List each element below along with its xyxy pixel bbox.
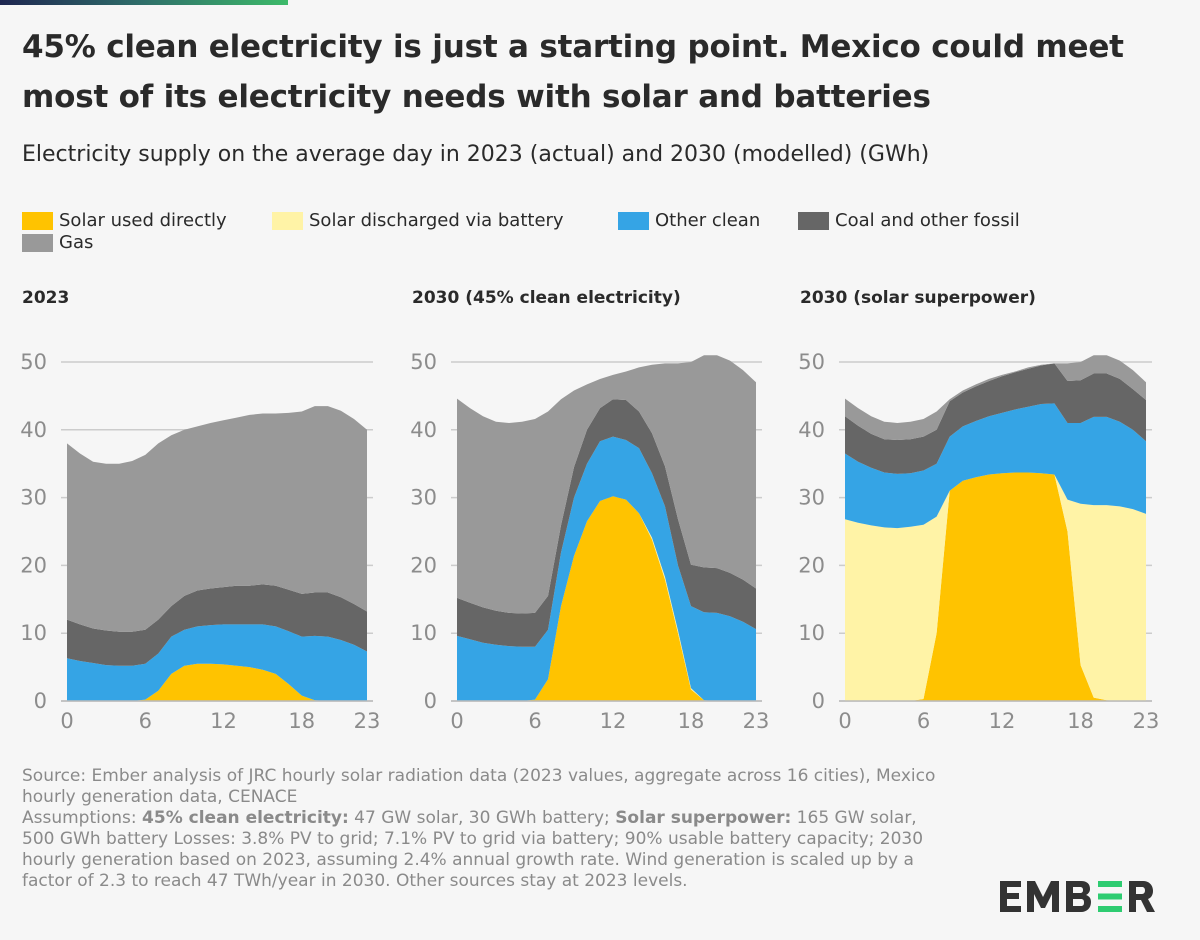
x-tick-label: 23 xyxy=(1133,709,1160,733)
y-tick-label: 10 xyxy=(798,621,825,645)
x-tick-label: 0 xyxy=(450,709,463,733)
y-tick-label: 20 xyxy=(798,553,825,577)
x-tick-label: 12 xyxy=(600,709,627,733)
scenario1-text: 47 GW solar, 30 GWh battery; xyxy=(348,808,616,828)
chart-subtitle: Electricity supply on the average day in… xyxy=(22,142,930,167)
legend-label: Gas xyxy=(59,232,94,253)
area-other-clean xyxy=(845,403,1146,529)
x-tick-label: 6 xyxy=(528,709,541,733)
x-tick-label: 6 xyxy=(139,709,152,733)
legend-label: Solar used directly xyxy=(59,210,227,231)
legend-label: Solar discharged via battery xyxy=(309,210,564,231)
area-coal-and-other-fossil xyxy=(457,399,756,647)
x-tick-label: 12 xyxy=(210,709,237,733)
area-solar-discharged-via-battery xyxy=(845,472,1146,701)
x-tick-label: 18 xyxy=(678,709,705,733)
legend-swatch xyxy=(22,211,53,230)
x-tick-label: 18 xyxy=(1067,709,1094,733)
source-note: Source: Ember analysis of JRC hourly sol… xyxy=(22,766,936,807)
area-gas xyxy=(457,355,756,614)
y-tick-label: 40 xyxy=(20,418,47,442)
y-tick-label: 0 xyxy=(34,689,47,713)
legend-item-coal: Coal and other fossil xyxy=(798,210,1020,231)
legend-swatch xyxy=(618,211,649,230)
y-tick-label: 0 xyxy=(812,689,825,713)
y-tick-label: 0 xyxy=(424,689,437,713)
legend-label: Other clean xyxy=(655,210,761,231)
area-other-clean xyxy=(67,624,367,701)
y-tick-label: 40 xyxy=(410,418,437,442)
legend-item-solar-battery: Solar discharged via battery xyxy=(272,210,564,231)
y-tick-label: 50 xyxy=(20,350,47,374)
page-title: 45% clean electricity is just a starting… xyxy=(22,29,1124,115)
area-solar-used-directly xyxy=(457,496,756,701)
y-tick-label: 10 xyxy=(410,621,437,645)
y-tick-label: 30 xyxy=(410,486,437,510)
area-solar-used-directly xyxy=(845,472,1146,701)
charts-svg: 0 10 20 30 40 50 0 6 12 18 23 0 10 20 30 40 50 0 6 12 18 23 0 1… xyxy=(20,350,1160,733)
scenario1-label: 45% clean electricity: xyxy=(142,808,349,828)
panel-title-2023: 2023 xyxy=(22,288,70,308)
x-tick-label: 23 xyxy=(743,709,770,733)
panel-title-2030-45pct: 2030 (45% clean electricity) xyxy=(412,288,681,308)
area-coal-and-other-fossil xyxy=(67,584,367,666)
area-solar-used-directly xyxy=(67,663,367,701)
area-coal-and-other-fossil xyxy=(845,363,1146,474)
panel-title-2030-superpower: 2030 (solar superpower) xyxy=(800,288,1036,308)
legend-swatch xyxy=(272,211,303,230)
legend-item-solar-direct: Solar used directly xyxy=(22,210,227,231)
x-tick-label: 0 xyxy=(838,709,851,733)
y-tick-label: 50 xyxy=(410,350,437,374)
legend-swatch xyxy=(798,211,829,230)
assumptions-prefix: Assumptions: xyxy=(22,808,143,828)
brand-accent-bar xyxy=(0,0,288,5)
legend-item-gas: Gas xyxy=(22,232,93,253)
ember-logo xyxy=(1000,881,1155,912)
area-gas xyxy=(845,355,1146,440)
legend-label: Coal and other fossil xyxy=(835,210,1020,231)
y-tick-label: 10 xyxy=(20,621,47,645)
scenario2-text: 165 GW solar, 500 GWh battery Losses: 3.… xyxy=(22,808,924,891)
logo-accent-bars xyxy=(1098,881,1122,912)
footnote: Source: Ember analysis of JRC hourly sol… xyxy=(22,766,952,892)
area-gas xyxy=(67,406,367,632)
y-tick-label: 50 xyxy=(798,350,825,374)
y-tick-label: 20 xyxy=(20,553,47,577)
area-other-clean xyxy=(457,436,756,701)
scenario2-label: Solar superpower: xyxy=(615,808,792,828)
legend-item-other-clean: Other clean xyxy=(618,210,760,231)
x-tick-label: 12 xyxy=(989,709,1016,733)
legend-swatch xyxy=(22,233,53,252)
x-tick-label: 6 xyxy=(917,709,930,733)
x-tick-label: 0 xyxy=(60,709,73,733)
y-tick-label: 30 xyxy=(798,486,825,510)
y-tick-label: 40 xyxy=(798,418,825,442)
x-tick-label: 18 xyxy=(288,709,315,733)
y-tick-label: 20 xyxy=(410,553,437,577)
x-tick-label: 23 xyxy=(354,709,381,733)
y-tick-label: 30 xyxy=(20,486,47,510)
